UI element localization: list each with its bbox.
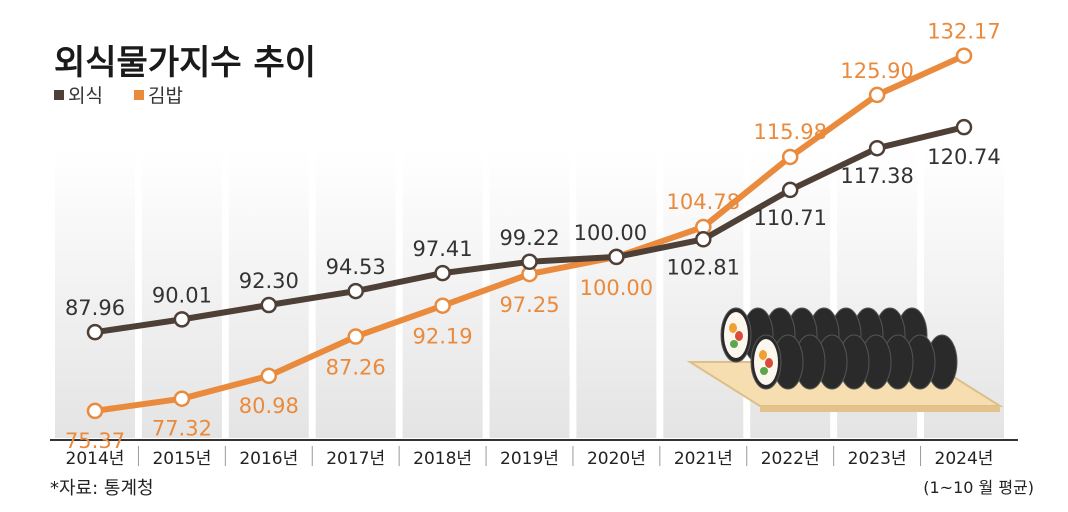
data-label-dining: 110.71 bbox=[753, 206, 826, 230]
data-labels: 87.96 90.01 92.30 94.53 97.41 99.22 100.00 102.… bbox=[65, 20, 1001, 453]
x-tick-label: 2018년 bbox=[413, 449, 472, 469]
data-point-gimbap bbox=[868, 86, 886, 104]
data-point-gimbap bbox=[955, 47, 973, 64]
background-band bbox=[228, 150, 309, 438]
data-point-gimbap bbox=[434, 297, 451, 314]
data-point-dining bbox=[608, 248, 625, 266]
data-label-gimbap: 100.00 bbox=[580, 276, 653, 300]
legend-swatch-dining bbox=[54, 90, 64, 100]
cutting-board-edge bbox=[760, 406, 1000, 412]
gimbap-filling bbox=[759, 350, 767, 360]
data-point-dining bbox=[260, 296, 278, 314]
x-tick-label: 2014년 bbox=[66, 449, 125, 469]
chart-title: 외식물가지수 추이 bbox=[54, 43, 316, 83]
x-tick-label: 2024년 bbox=[935, 449, 994, 469]
data-label-dining: 90.01 bbox=[152, 283, 212, 307]
x-axis-ticks: 2014년 2015년 2016년 2017년 2018년 2019년 2020년 2021년… bbox=[66, 446, 994, 469]
data-label-dining: 120.74 bbox=[927, 145, 1000, 169]
gimbap-filling bbox=[760, 367, 768, 375]
background-band bbox=[663, 150, 744, 438]
data-point-dining bbox=[434, 264, 451, 282]
background-band bbox=[576, 150, 657, 438]
data-label-dining: 102.81 bbox=[667, 255, 740, 279]
legend: 외식 김밥 bbox=[54, 85, 183, 107]
data-label-gimbap: 104.78 bbox=[667, 190, 740, 214]
data-label-dining: 94.53 bbox=[326, 255, 386, 279]
background-band bbox=[55, 150, 135, 438]
legend-label-gimbap: 김밥 bbox=[148, 85, 183, 107]
data-label-dining: 117.38 bbox=[840, 164, 913, 188]
data-label-dining: 97.41 bbox=[413, 237, 473, 261]
data-label-gimbap: 87.26 bbox=[326, 356, 386, 380]
data-point-gimbap bbox=[260, 367, 278, 385]
gimbap-filling bbox=[735, 331, 743, 341]
gimbap-filling bbox=[730, 340, 738, 348]
data-point-gimbap bbox=[781, 148, 799, 166]
data-point-gimbap bbox=[347, 328, 364, 345]
data-point-dining bbox=[955, 118, 973, 136]
data-label-gimbap: 80.98 bbox=[239, 394, 299, 418]
x-tick-label: 2016년 bbox=[239, 449, 298, 469]
data-label-gimbap: 75.37 bbox=[65, 429, 125, 453]
data-label-gimbap: 77.32 bbox=[152, 417, 212, 441]
gimbap-filling bbox=[729, 323, 737, 333]
data-label-gimbap: 92.19 bbox=[413, 325, 473, 349]
period-note: (1~10 월 평균) bbox=[923, 478, 1034, 497]
data-label-dining: 87.96 bbox=[65, 296, 125, 320]
legend-label-dining: 외식 bbox=[68, 85, 103, 107]
data-point-dining bbox=[347, 282, 364, 300]
data-label-dining: 100.00 bbox=[574, 221, 647, 245]
gimbap-illustration bbox=[686, 307, 1004, 412]
background-band bbox=[489, 150, 570, 438]
x-tick-label: 2019년 bbox=[500, 449, 559, 469]
data-label-gimbap: 132.17 bbox=[927, 20, 1000, 44]
data-label-gimbap: 115.98 bbox=[753, 120, 826, 144]
gimbap-filling bbox=[765, 358, 773, 368]
data-label-dining: 99.22 bbox=[499, 226, 559, 250]
data-point-dining bbox=[781, 181, 799, 199]
x-tick-label: 2023년 bbox=[848, 449, 907, 469]
data-point-dining bbox=[173, 311, 191, 328]
data-point-dining bbox=[86, 323, 104, 341]
x-tick-label: 2020년 bbox=[587, 449, 646, 469]
series-layer bbox=[86, 47, 973, 420]
data-point-dining bbox=[521, 253, 538, 271]
source-note: *자료: 통계청 bbox=[50, 478, 154, 499]
data-point-gimbap bbox=[173, 390, 191, 407]
data-point-gimbap bbox=[86, 402, 104, 420]
data-label-gimbap: 125.90 bbox=[840, 59, 913, 83]
data-point-dining bbox=[695, 231, 712, 248]
x-tick-label: 2017년 bbox=[326, 449, 385, 469]
legend-swatch-gimbap bbox=[134, 90, 144, 100]
data-point-dining bbox=[868, 139, 886, 157]
x-tick-label: 2015년 bbox=[152, 449, 211, 469]
data-label-dining: 92.30 bbox=[239, 269, 299, 293]
x-tick-label: 2022년 bbox=[761, 449, 820, 469]
x-tick-label: 2021년 bbox=[674, 449, 733, 469]
data-label-gimbap: 97.25 bbox=[499, 293, 559, 317]
